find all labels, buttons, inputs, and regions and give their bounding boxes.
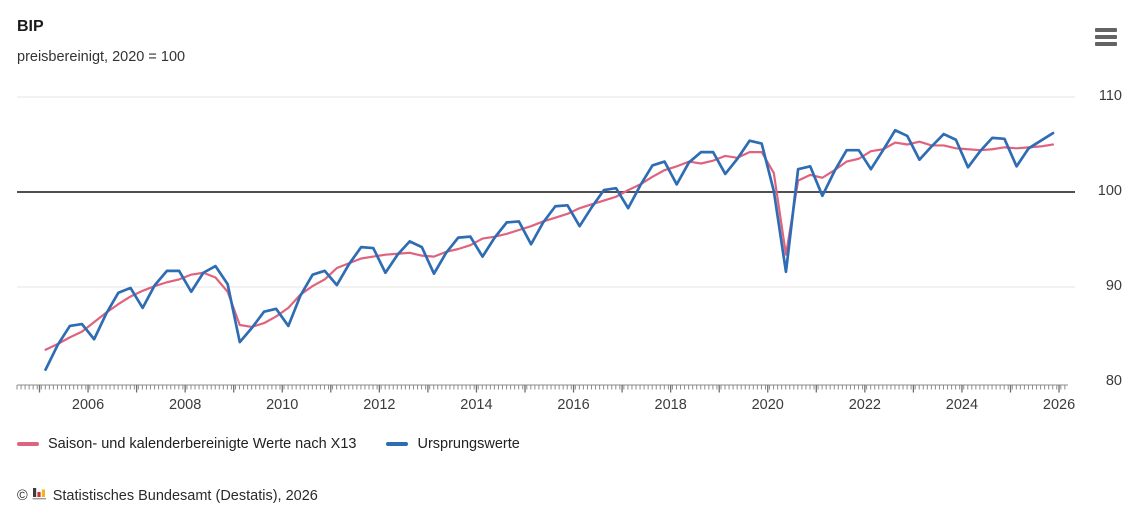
- menu-bar: [1095, 35, 1117, 39]
- adjusted-series-swatch-icon: [17, 442, 39, 446]
- legend-item-adjusted[interactable]: Saison- und kalenderbereinigte Werte nac…: [17, 436, 356, 452]
- y-axis-label: 110: [1098, 88, 1122, 104]
- x-axis-label: 2024: [945, 397, 979, 413]
- page-title: BIP: [17, 18, 44, 35]
- menu-bar: [1095, 42, 1117, 46]
- adjusted-series-line: [44, 140, 1055, 351]
- x-axis-label: 2008: [169, 397, 202, 413]
- source-attribution: © Statistisches Bundesamt (Destatis), 20…: [17, 486, 318, 505]
- legend-item-original[interactable]: Ursprungswerte: [386, 436, 520, 452]
- x-axis-label: 2016: [557, 397, 590, 413]
- chart-legend: Saison- und kalenderbereinigte Werte nac…: [17, 436, 520, 452]
- y-axis-label: 90: [1105, 278, 1122, 294]
- menu-bar: [1095, 28, 1117, 32]
- x-axis-label: 2026: [1042, 397, 1076, 413]
- hamburger-menu-icon[interactable]: [1095, 28, 1117, 46]
- x-axis-label: 2006: [71, 397, 105, 413]
- x-axis-label: 2022: [848, 397, 881, 413]
- x-axis-label: 2010: [266, 397, 299, 413]
- y-axis-label: 100: [1097, 183, 1122, 199]
- destatis-bar-chart-logo-icon: [32, 486, 48, 505]
- legend-label-adjusted: Saison- und kalenderbereinigte Werte nac…: [48, 436, 357, 452]
- x-axis-label: 2014: [460, 397, 493, 413]
- x-axis-label: 2012: [363, 397, 396, 413]
- x-axis-label: 2018: [654, 397, 687, 413]
- page-subtitle: preisbereinigt, 2020 = 100: [17, 49, 186, 65]
- copyright-symbol: ©: [17, 487, 28, 504]
- source-text: Statistisches Bundesamt (Destatis), 2026: [52, 487, 318, 504]
- original-series-line: [44, 128, 1055, 371]
- x-axis-label: 2020: [751, 397, 784, 413]
- y-axis-label: 80: [1105, 373, 1122, 389]
- legend-label-original: Ursprungswerte: [417, 436, 520, 452]
- original-series-swatch-icon: [386, 442, 409, 446]
